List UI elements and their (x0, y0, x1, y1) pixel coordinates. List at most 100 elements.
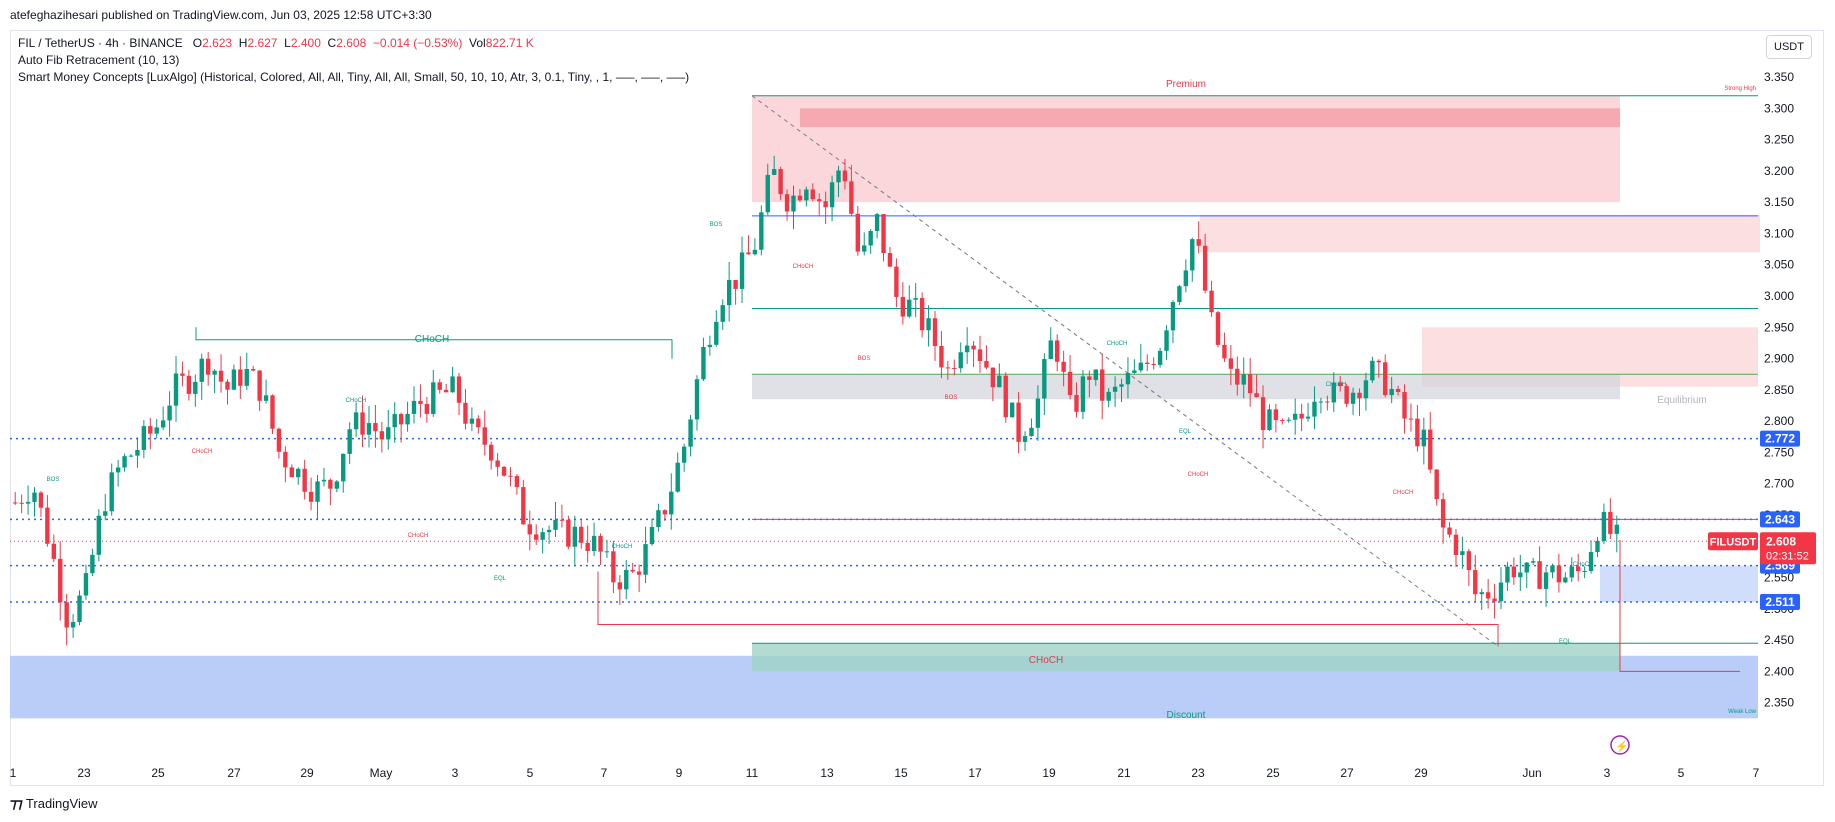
candle-body (701, 347, 706, 380)
ohlc-o-label: O (192, 36, 203, 50)
indicator-smc[interactable]: Smart Money Concepts [LuxAlgo] (Historic… (18, 70, 690, 84)
candle-body (1563, 577, 1568, 583)
candle-body (411, 400, 417, 414)
candle-body (649, 526, 655, 545)
candle-body (443, 389, 449, 393)
candle-body (1421, 429, 1427, 447)
volume-value: 822.71 K (485, 36, 534, 50)
candle-body (1530, 561, 1536, 563)
candle-body (1569, 566, 1574, 578)
y-tick-label: 3.050 (1764, 258, 1794, 272)
candle-body (598, 535, 603, 552)
candle-body (482, 427, 487, 445)
structure-choch-label: CHoCH (1326, 382, 1347, 388)
candle-body (83, 573, 89, 596)
candle-body (19, 502, 24, 504)
structure-choch-label: CHoCH (192, 449, 213, 455)
candle-body (540, 532, 545, 540)
chart-frame[interactable] (10, 30, 1824, 786)
candle-body (778, 169, 783, 195)
candle-body (1183, 270, 1189, 287)
candle-body (1460, 551, 1465, 555)
strong-high-label: Strong High (1724, 86, 1756, 92)
candle-body (1170, 302, 1176, 331)
candle-body (1434, 469, 1439, 500)
candle-body (321, 479, 327, 482)
choch-bottom-line (597, 571, 1499, 647)
symbol-row[interactable]: FIL / TetherUS · 4h · BINANCE O2.623 H2.… (18, 35, 689, 52)
candle-body (1575, 566, 1581, 572)
candle-body (70, 622, 76, 628)
candle-body (1241, 374, 1246, 385)
ohlc-close: 2.608 (336, 36, 367, 50)
x-tick-label: 7 (1753, 766, 1760, 780)
candle-body (476, 418, 481, 428)
candle-body (514, 476, 520, 488)
tradingview-logo[interactable]: ⁊⁊ TradingView (10, 795, 97, 812)
candle-body (1299, 413, 1304, 419)
fib-zone (1600, 565, 1758, 602)
choch-bottom-label: CHoCH (1029, 655, 1063, 666)
equilibrium-zone (752, 374, 1620, 400)
candle-body (733, 280, 738, 289)
time-axis: 1 23 25 27 29 May 3 5 7 9 11 13 15 17 19 21 23 25 27 29 Jun 3… (10, 766, 1760, 780)
candle-body (1556, 565, 1562, 583)
structure-bos-label: BOS (945, 395, 958, 401)
candle-body (688, 419, 693, 447)
candle-body (418, 400, 423, 404)
candle-body (714, 321, 719, 345)
symbol-title[interactable]: FIL / TetherUS · 4h · BINANCE (18, 36, 183, 50)
candle-body (643, 544, 648, 575)
candle-body (1222, 344, 1227, 359)
chart-legend: FIL / TetherUS · 4h · BINANCE O2.623 H2.… (18, 35, 689, 86)
candle-body (784, 194, 790, 212)
candle-body (624, 569, 629, 590)
candle-body (1582, 570, 1587, 572)
smc-zones (10, 95, 1760, 719)
candle-body (1415, 418, 1420, 447)
x-tick-label: 5 (527, 766, 534, 780)
candle-body (926, 318, 931, 331)
candle-body (128, 455, 134, 457)
candle-body (1363, 380, 1369, 399)
candle-body (1119, 384, 1124, 387)
currency-selector[interactable]: USDT (1766, 35, 1812, 59)
candle-body (251, 369, 256, 371)
candle-body (135, 449, 140, 456)
candle-body (849, 181, 854, 214)
candle-body (900, 296, 906, 317)
structure-choch-label: CHoCH (1107, 341, 1128, 347)
candle-body (804, 189, 809, 201)
y-tick-label: 3.150 (1764, 195, 1794, 209)
candle-body (1492, 598, 1497, 602)
x-tick-label: May (370, 766, 393, 780)
candle-body (1196, 239, 1201, 246)
candle-body (1202, 245, 1208, 291)
candle-body (1312, 401, 1317, 417)
candle-body (1151, 364, 1156, 366)
candle-body (1273, 409, 1279, 421)
price-tag-label: 2.772 (1765, 432, 1795, 446)
candle-body (958, 352, 963, 369)
price-tag-bg (1760, 430, 1800, 447)
candle-body (1350, 392, 1356, 404)
candle-body (302, 468, 307, 492)
candle-body (199, 358, 204, 382)
candle-body (765, 174, 770, 213)
structure-bos-label: BOS (858, 356, 871, 362)
indicator-fib[interactable]: Auto Fib Retracement (10, 13) (18, 53, 180, 67)
x-tick-label: 21 (1117, 766, 1131, 780)
candle-body (270, 395, 275, 429)
premium-label: Premium (1166, 79, 1206, 90)
candle-body (675, 462, 680, 492)
candle-body (296, 468, 301, 478)
candle-body (353, 412, 359, 430)
y-tick-label: 2.350 (1764, 696, 1794, 710)
candle-body (1505, 566, 1510, 583)
candle-body (932, 318, 938, 347)
candle-body (1228, 358, 1234, 369)
candle-body (1344, 386, 1349, 404)
candle-body (881, 214, 886, 254)
candle-body (752, 249, 758, 255)
